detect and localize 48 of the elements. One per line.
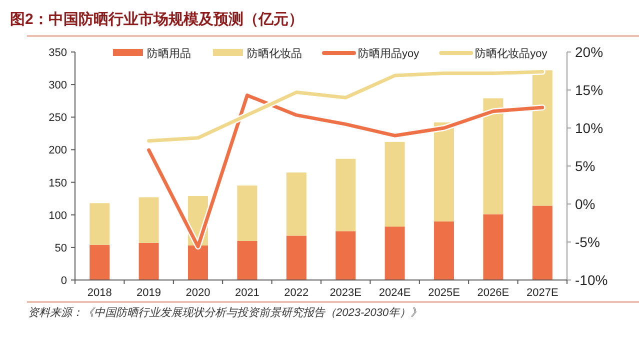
bar bbox=[138, 242, 159, 280]
bar bbox=[483, 214, 504, 280]
y-tick-label: 50 bbox=[54, 242, 67, 254]
x-tick-label: 2024E bbox=[378, 287, 411, 299]
y-tick-label: 200 bbox=[48, 144, 67, 157]
bar bbox=[237, 240, 258, 280]
x-tick-label: 2022 bbox=[284, 287, 309, 299]
bar bbox=[434, 122, 454, 222]
text: 资料来源：《中国防晒行业发展现状分析与投资前景研究报告（2023-2030年）》 bbox=[28, 306, 422, 319]
y2-tick-label: -5% bbox=[575, 234, 600, 250]
x-tick-label: 2023E bbox=[330, 287, 362, 299]
legend-label: 防晒化妆品 bbox=[247, 47, 302, 60]
bar bbox=[138, 197, 159, 243]
x-tick-label: 2026E bbox=[477, 287, 510, 299]
y-tick-label: 350 bbox=[48, 47, 67, 59]
y-tick-label: 250 bbox=[48, 112, 67, 124]
bar bbox=[384, 142, 405, 227]
y-tick-label: 300 bbox=[48, 80, 67, 92]
y2-tick-label: 15% bbox=[575, 82, 604, 98]
bar bbox=[90, 244, 110, 280]
y2-tick-label: 5% bbox=[575, 158, 596, 174]
bar bbox=[483, 98, 504, 214]
bar bbox=[336, 231, 356, 280]
legend-label: 防晒化妆品yoy bbox=[475, 47, 548, 60]
x-tick-label: 2027E bbox=[526, 287, 558, 299]
bar bbox=[90, 203, 110, 245]
y2-tick-label: -10% bbox=[575, 272, 608, 288]
chart-title: 图2：中国防晒行业市场规模及预测（亿元） bbox=[10, 10, 304, 28]
y2-tick-label: 20% bbox=[575, 44, 604, 60]
bar bbox=[286, 172, 306, 236]
bar bbox=[532, 206, 552, 280]
y-tick-label: 0 bbox=[60, 275, 67, 287]
bar bbox=[336, 158, 356, 232]
x-tick-label: 2021 bbox=[234, 287, 260, 299]
bar bbox=[384, 226, 405, 280]
legend-label: 防晒用品 bbox=[147, 47, 191, 60]
y-tick-label: 150 bbox=[48, 177, 67, 190]
bar bbox=[237, 186, 258, 241]
legend-label: 防晒用品yoy bbox=[358, 47, 420, 60]
y-tick-label: 100 bbox=[48, 210, 67, 222]
bar bbox=[286, 236, 306, 280]
y2-tick-label: 0% bbox=[575, 196, 596, 212]
x-tick-label: 2019 bbox=[136, 287, 162, 299]
bar bbox=[434, 221, 454, 280]
y2-tick-label: 10% bbox=[575, 120, 604, 136]
x-tick-label: 2018 bbox=[87, 287, 112, 299]
x-tick-label: 2020 bbox=[186, 287, 210, 299]
x-tick-label: 2025E bbox=[428, 287, 460, 299]
